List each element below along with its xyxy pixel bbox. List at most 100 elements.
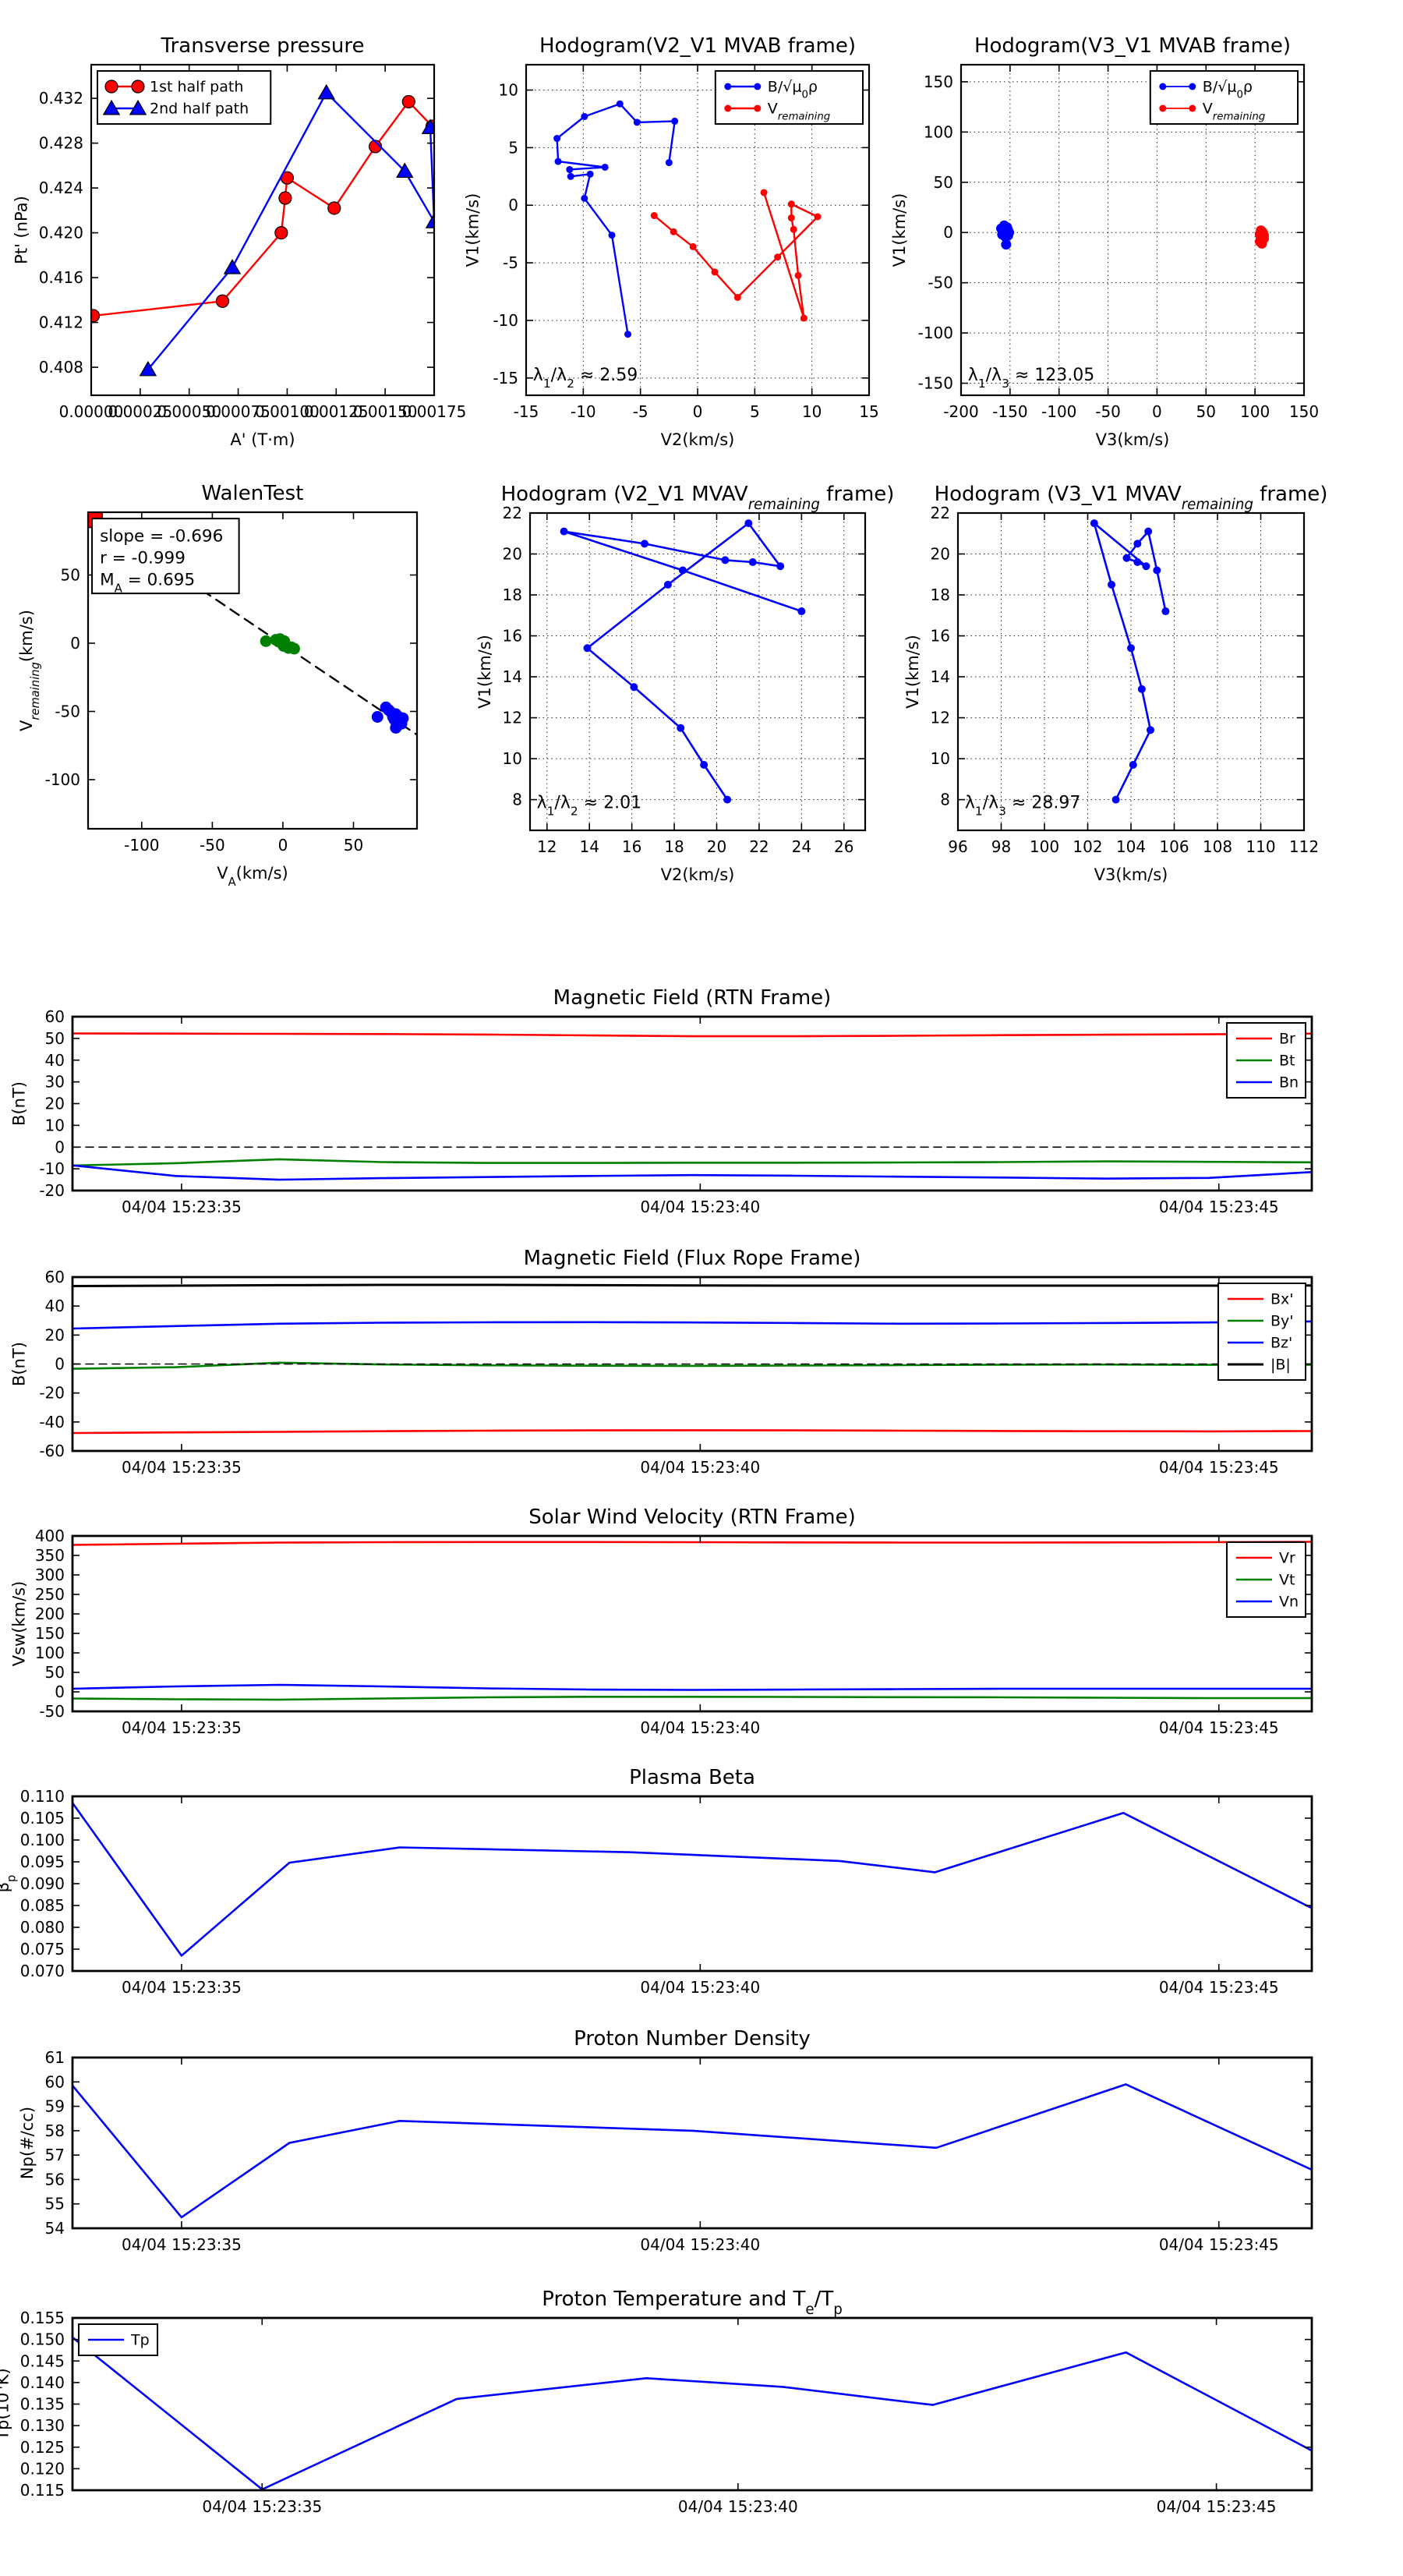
svg-text:0.420: 0.420: [39, 224, 83, 242]
svg-text:Hodogram(V2_V1 MVAB frame): Hodogram(V2_V1 MVAB frame): [539, 34, 856, 58]
svg-text:Bt: Bt: [1279, 1053, 1295, 1070]
svg-text:22: 22: [931, 504, 950, 522]
svg-text:0.150: 0.150: [20, 2330, 65, 2349]
chart-proton-temperature: 04/04 15:23:35 04/04 15:23:40 04/04 15:23:…: [0, 2288, 1313, 2516]
svg-text:Vremaining: Vremaining: [768, 101, 830, 123]
svg-text:Bx': Bx': [1270, 1291, 1294, 1308]
svg-text:0.412: 0.412: [39, 313, 83, 332]
svg-text:04/04 15:23:35: 04/04 15:23:35: [122, 1458, 242, 1477]
svg-text:10: 10: [802, 402, 822, 421]
svg-text:55: 55: [45, 2195, 65, 2213]
svg-text:15: 15: [859, 402, 878, 421]
svg-text:04/04 15:23:35: 04/04 15:23:35: [122, 2235, 242, 2254]
svg-text:14: 14: [503, 667, 522, 686]
svg-text:112: 112: [1289, 837, 1319, 856]
svg-text:0.080: 0.080: [20, 1918, 65, 1937]
svg-text:20: 20: [931, 545, 950, 564]
svg-text:-150: -150: [918, 374, 953, 393]
svg-text:150: 150: [924, 73, 953, 91]
svg-text:04/04 15:23:45: 04/04 15:23:45: [1159, 1458, 1279, 1477]
svg-text:Magnetic Field (Flux Rope Fram: Magnetic Field (Flux Rope Frame): [524, 1247, 861, 1270]
svg-text:Hodogram (V2_V1 MVAVremaining: Hodogram (V2_V1 MVAVremaining frame): [501, 483, 895, 513]
svg-text:61: 61: [45, 2048, 65, 2067]
svg-text:-50: -50: [928, 274, 953, 292]
svg-text:10: 10: [45, 1116, 65, 1134]
svg-text:By': By': [1270, 1313, 1294, 1330]
svg-text:-100: -100: [124, 836, 159, 855]
svg-text:110: 110: [1246, 837, 1275, 856]
svg-text:-15: -15: [514, 402, 539, 421]
svg-text:04/04 15:23:40: 04/04 15:23:40: [640, 1718, 760, 1737]
svg-text:60: 60: [45, 1268, 65, 1286]
svg-text:0.00100: 0.00100: [255, 402, 320, 421]
svg-text:V1(km/s): V1(km/s): [890, 193, 909, 267]
svg-text:5: 5: [508, 138, 518, 157]
svg-text:-50: -50: [1095, 402, 1121, 421]
chart-magnetic-field-rtn: 04/04 15:23:35 04/04 15:23:40 04/04 15:23:…: [10, 986, 1313, 1216]
svg-text:04/04 15:23:45: 04/04 15:23:45: [1157, 2497, 1277, 2516]
svg-text:0.085: 0.085: [20, 1896, 65, 1915]
svg-text:0: 0: [55, 1355, 65, 1374]
chart-hodogram-v2v1-mvab: -15 -10 -5 0 5 10 15 -15 -10 -5 0 5 10 Hodogram(V2_V1…: [464, 34, 879, 449]
svg-text:Vr: Vr: [1279, 1550, 1295, 1567]
svg-text:0.095: 0.095: [20, 1852, 65, 1871]
svg-text:Bn: Bn: [1279, 1074, 1299, 1092]
svg-text:Solar Wind Velocity (RTN Frame: Solar Wind Velocity (RTN Frame): [528, 1506, 855, 1529]
svg-text:16: 16: [503, 627, 522, 646]
chart-magnetic-field-flux-rope: 04/04 15:23:35 04/04 15:23:40 04/04 15:23:…: [10, 1247, 1313, 1477]
chart-hodogram-v3v1-mvav: 96 98 100 102 104 106 108 110 112 8 10 12 14 16 18 20 22…: [903, 483, 1327, 884]
chart-walen-test: -100 -50 0 50 -100 -50 0 50 WalenTest VA(km/s) Vre…: [17, 482, 419, 889]
svg-text:04/04 15:23:45: 04/04 15:23:45: [1159, 2235, 1279, 2254]
svg-text:50: 50: [45, 1029, 65, 1048]
svg-text:30: 30: [45, 1073, 65, 1092]
svg-text:57: 57: [45, 2146, 65, 2164]
svg-text:0.075: 0.075: [20, 1940, 65, 1959]
svg-text:0: 0: [55, 1683, 65, 1701]
svg-text:16: 16: [622, 837, 641, 856]
svg-text:0: 0: [70, 634, 80, 653]
svg-text:0.115: 0.115: [20, 2481, 65, 2500]
svg-text:59: 59: [45, 2097, 65, 2116]
svg-text:20: 20: [707, 837, 726, 856]
svg-text:54: 54: [45, 2219, 65, 2238]
svg-text:V2(km/s): V2(km/s): [661, 430, 735, 449]
svg-text:Tp(104K): Tp(104K): [0, 2368, 12, 2440]
svg-text:10: 10: [931, 749, 950, 768]
svg-text:50: 50: [934, 173, 953, 192]
svg-text:350: 350: [35, 1546, 65, 1565]
svg-text:-60: -60: [39, 1442, 65, 1460]
svg-text:slope = -0.696: slope = -0.696: [100, 527, 223, 547]
svg-text:-15: -15: [493, 369, 518, 387]
svg-text:04/04 15:23:45: 04/04 15:23:45: [1159, 1198, 1279, 1216]
svg-text:B(nT): B(nT): [10, 1342, 29, 1386]
svg-text:300: 300: [35, 1566, 65, 1584]
svg-text:50: 50: [45, 1663, 65, 1682]
svg-text:Hodogram(V3_V1 MVAB frame): Hodogram(V3_V1 MVAB frame): [974, 34, 1291, 58]
svg-text:0: 0: [55, 1138, 65, 1156]
svg-text:0.428: 0.428: [39, 134, 83, 153]
svg-text:0.00150: 0.00150: [353, 402, 418, 421]
svg-text:Np(#/cc): Np(#/cc): [18, 2107, 37, 2179]
svg-text:0.00000: 0.00000: [59, 402, 124, 421]
svg-text:106: 106: [1159, 837, 1189, 856]
svg-text:50: 50: [61, 566, 80, 585]
svg-text:MA = 0.695: MA = 0.695: [100, 571, 195, 596]
svg-text:Br: Br: [1279, 1031, 1295, 1048]
svg-text:14: 14: [579, 837, 599, 856]
svg-text:24: 24: [792, 837, 811, 856]
svg-text:V3(km/s): V3(km/s): [1094, 865, 1168, 884]
svg-text:B/√μ0ρ: B/√μ0ρ: [768, 79, 818, 101]
svg-text:40: 40: [45, 1051, 65, 1070]
svg-text:0.140: 0.140: [20, 2373, 65, 2392]
svg-text:5: 5: [750, 402, 760, 421]
svg-text:-5: -5: [633, 402, 648, 421]
svg-text:Bz': Bz': [1270, 1335, 1292, 1352]
svg-text:V1(km/s): V1(km/s): [464, 193, 482, 267]
svg-text:10: 10: [503, 749, 522, 768]
svg-text:Transverse pressure: Transverse pressure: [161, 34, 365, 58]
svg-text:-100: -100: [1041, 402, 1076, 421]
chart-plasma-beta: 04/04 15:23:35 04/04 15:23:40 04/04 15:23:…: [0, 1766, 1313, 1997]
svg-text:04/04 15:23:45: 04/04 15:23:45: [1159, 1718, 1279, 1737]
svg-text:40: 40: [45, 1297, 65, 1315]
